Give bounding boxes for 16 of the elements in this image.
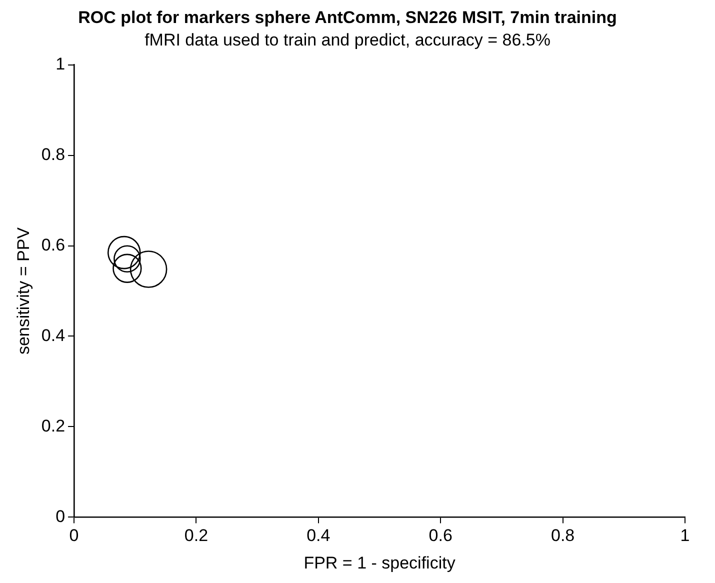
chart-title: ROC plot for markers sphere AntComm, SN226 MSIT, 7min training [78, 8, 617, 27]
y-tick-label: 1 [56, 54, 66, 74]
x-axis-title: FPR = 1 - specificity [304, 553, 456, 572]
y-tick-label: 0 [56, 506, 66, 526]
x-tick-label: 0.6 [428, 526, 452, 546]
y-tick-label: 0.6 [41, 235, 66, 254]
x-tick-label: 0.4 [306, 526, 330, 546]
y-tick-label: 0.2 [41, 416, 66, 436]
chart-subtitle: fMRI data used to train and predict, accuracy = 86.5% [144, 30, 550, 50]
y-axis-title: sensitivity = PPV [14, 226, 33, 355]
y-tick-label: 0.4 [41, 326, 66, 345]
y-tick-label: 0.8 [41, 144, 66, 164]
x-tick-label: 0.8 [550, 526, 575, 546]
x-tick-label: 1 [680, 526, 690, 546]
x-tick-label: 0 [69, 526, 79, 546]
x-tick-label: 0.2 [184, 526, 208, 546]
